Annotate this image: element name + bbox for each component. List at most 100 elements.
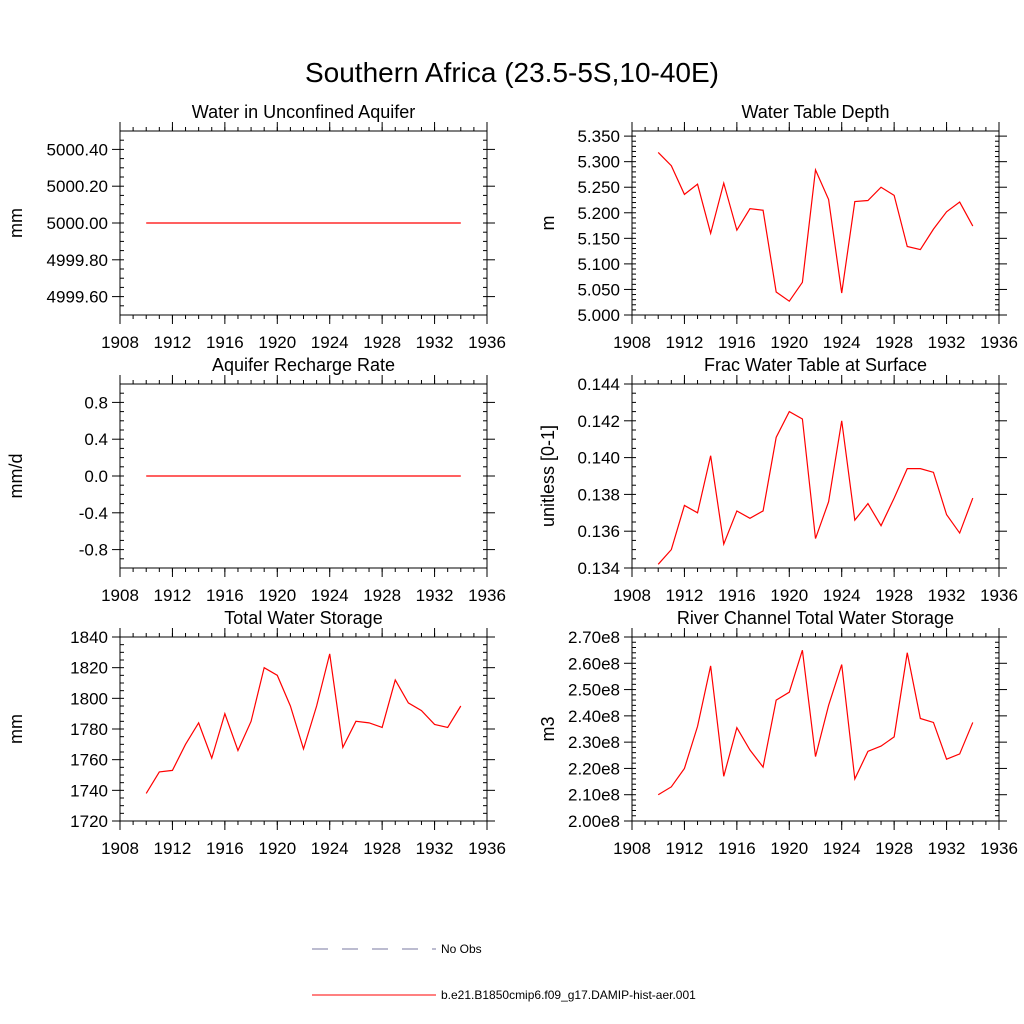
x-tick-label: 1924 [311,586,349,605]
x-tick-label: 1928 [363,839,401,858]
x-tick-label: 1916 [206,333,244,352]
y-tick-label: 5.200 [577,204,620,223]
y-tick-label: 4999.60 [47,288,108,307]
x-tick-label: 1912 [666,839,704,858]
y-tick-label: 1760 [70,751,108,770]
x-tick-label: 1924 [311,839,349,858]
chart-panel-1: 4999.60 4999.80 5000.00 5000.20 5000.40 1908 1… [6,102,506,352]
x-tick-label: 1908 [613,333,651,352]
x-tick-label: 1920 [770,839,808,858]
y-axis-label: m [538,216,558,231]
y-tick-label: 5.100 [577,255,620,274]
y-tick-label: -0.8 [79,541,108,560]
y-tick-label: 5.050 [577,280,620,299]
y-tick-label: 2.50e8 [568,681,620,700]
series-line [657,649,974,796]
y-tick-label: 2.40e8 [568,707,620,726]
y-tick-label: 1820 [70,659,108,678]
series-line [657,152,974,303]
x-tick-label: 1936 [980,333,1018,352]
chart-panel-5: 1720 1740 1760 1780 1800 1820 1840 1908 1912 1916… [6,608,506,858]
y-tick-label: 1840 [70,628,108,647]
chart-panel-3: -0.8 -0.4 0.0 0.4 0.8 1908 1912 1916 1920 1924 192… [6,355,506,605]
x-tick-label: 1924 [823,839,861,858]
y-axis-label: mm [6,714,26,744]
x-tick-label: 1928 [875,333,913,352]
y-axis-label: unitless [0-1] [538,425,558,527]
x-tick-label: 1912 [666,586,704,605]
x-tick-label: 1928 [875,586,913,605]
x-tick-label: 1928 [363,586,401,605]
chart-panel-6: 2.00e8 2.10e8 2.20e8 2.30e8 2.40e8 2.50e8 2.60… [538,608,1018,858]
chart-panel-2: 5.000 5.050 5.100 5.150 5.200 5.250 5.300 5.350… [538,102,1018,352]
x-tick-label: 1928 [875,839,913,858]
x-tick-label: 1936 [980,839,1018,858]
y-axis-label: mm [6,208,26,238]
x-tick-label: 1936 [468,333,506,352]
y-axis-label: mm/d [6,454,26,499]
x-tick-label: 1924 [311,333,349,352]
x-tick-label: 1920 [770,586,808,605]
x-tick-label: 1912 [154,839,192,858]
y-tick-label: 2.70e8 [568,628,620,647]
x-tick-label: 1932 [928,333,966,352]
y-tick-label: 5.150 [577,229,620,248]
x-tick-label: 1928 [363,333,401,352]
y-tick-label: 5000.00 [47,214,108,233]
y-tick-label: 5.350 [577,127,620,146]
x-tick-label: 1916 [718,586,756,605]
legend-label-model: b.e21.B1850cmip6.f09_g17.DAMIP-hist-aer.… [441,988,696,1002]
y-tick-label: 1740 [70,781,108,800]
x-tick-label: 1912 [154,333,192,352]
y-tick-label: 0.136 [577,522,620,541]
y-tick-label: 0.140 [577,449,620,468]
x-tick-label: 1916 [206,839,244,858]
panel-title: Aquifer Recharge Rate [212,355,395,375]
x-tick-label: 1912 [154,586,192,605]
x-tick-label: 1924 [823,333,861,352]
x-tick-label: 1920 [770,333,808,352]
series-line [657,410,974,565]
x-tick-label: 1908 [613,839,651,858]
x-tick-label: 1908 [613,586,651,605]
x-tick-label: 1936 [980,586,1018,605]
y-tick-label: 4999.80 [47,251,108,270]
y-tick-label: 2.30e8 [568,733,620,752]
x-tick-label: 1932 [416,839,454,858]
figure-title: Southern Africa (23.5-5S,10-40E) [305,57,719,88]
y-tick-label: 5.250 [577,178,620,197]
y-tick-label: 5000.40 [47,140,108,159]
y-tick-label: 1800 [70,689,108,708]
x-tick-label: 1908 [101,586,139,605]
legend: No Obs b.e21.B1850cmip6.f09_g17.DAMIP-hi… [312,942,696,1002]
x-tick-label: 1932 [928,586,966,605]
y-tick-label: 0.4 [84,430,108,449]
x-tick-label: 1924 [823,586,861,605]
y-tick-label: 2.60e8 [568,654,620,673]
y-tick-label: 1780 [70,720,108,739]
legend-label-no-obs: No Obs [441,942,482,956]
x-tick-label: 1916 [206,586,244,605]
y-tick-label: 0.8 [84,393,108,412]
y-tick-label: 0.142 [577,412,620,431]
y-tick-label: 5000.20 [47,177,108,196]
x-tick-label: 1920 [258,839,296,858]
x-tick-label: 1920 [258,333,296,352]
y-axis-label: m3 [538,716,558,741]
series-line [145,653,462,794]
panel-title: Total Water Storage [224,608,382,628]
x-tick-label: 1932 [416,333,454,352]
y-tick-label: 1720 [70,812,108,831]
panel-title: River Channel Total Water Storage [677,608,954,628]
panel-title: Water Table Depth [741,102,889,122]
y-tick-label: 2.00e8 [568,812,620,831]
y-tick-label: 2.20e8 [568,759,620,778]
x-tick-label: 1932 [416,586,454,605]
x-tick-label: 1908 [101,839,139,858]
chart-panel-4: 0.134 0.136 0.138 0.140 0.142 0.144 1908 1912 19… [538,355,1018,605]
x-tick-label: 1920 [258,586,296,605]
y-tick-label: -0.4 [79,504,108,523]
x-tick-label: 1936 [468,839,506,858]
